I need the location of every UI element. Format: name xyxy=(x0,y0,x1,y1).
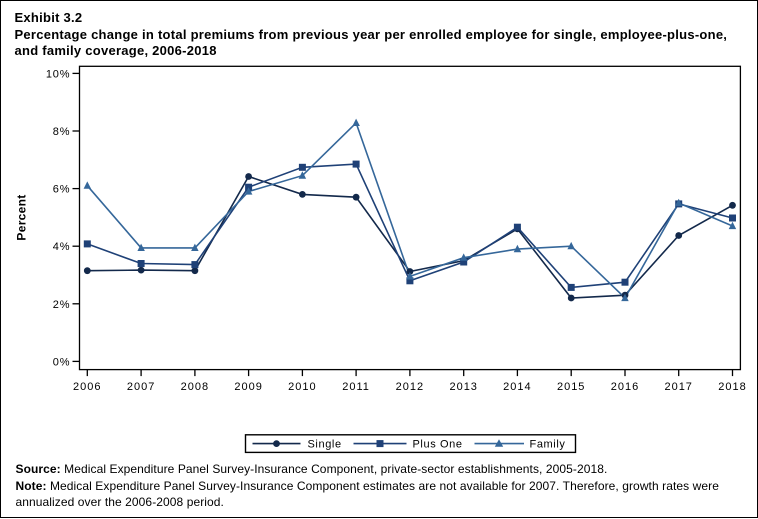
svg-text:Plus One: Plus One xyxy=(413,439,463,451)
svg-text:0%: 0% xyxy=(53,356,71,368)
svg-text:Family: Family xyxy=(530,439,566,451)
svg-text:Percent: Percent xyxy=(15,194,29,240)
svg-text:2011: 2011 xyxy=(342,381,370,393)
svg-text:10%: 10% xyxy=(46,68,70,80)
svg-text:2014: 2014 xyxy=(503,381,531,393)
svg-text:8%: 8% xyxy=(53,126,71,138)
svg-text:2008: 2008 xyxy=(181,381,209,393)
svg-text:2%: 2% xyxy=(53,299,71,311)
svg-text:2006: 2006 xyxy=(73,381,101,393)
svg-text:2012: 2012 xyxy=(396,381,424,393)
svg-text:2009: 2009 xyxy=(234,381,262,393)
svg-text:6%: 6% xyxy=(53,184,71,196)
svg-text:4%: 4% xyxy=(53,241,71,253)
svg-text:2010: 2010 xyxy=(288,381,316,393)
svg-text:2013: 2013 xyxy=(449,381,477,393)
svg-text:Single: Single xyxy=(308,439,342,451)
svg-text:2007: 2007 xyxy=(127,381,155,393)
svg-text:2015: 2015 xyxy=(557,381,585,393)
svg-text:2017: 2017 xyxy=(664,381,692,393)
svg-text:2018: 2018 xyxy=(718,381,746,393)
svg-text:2016: 2016 xyxy=(611,381,639,393)
